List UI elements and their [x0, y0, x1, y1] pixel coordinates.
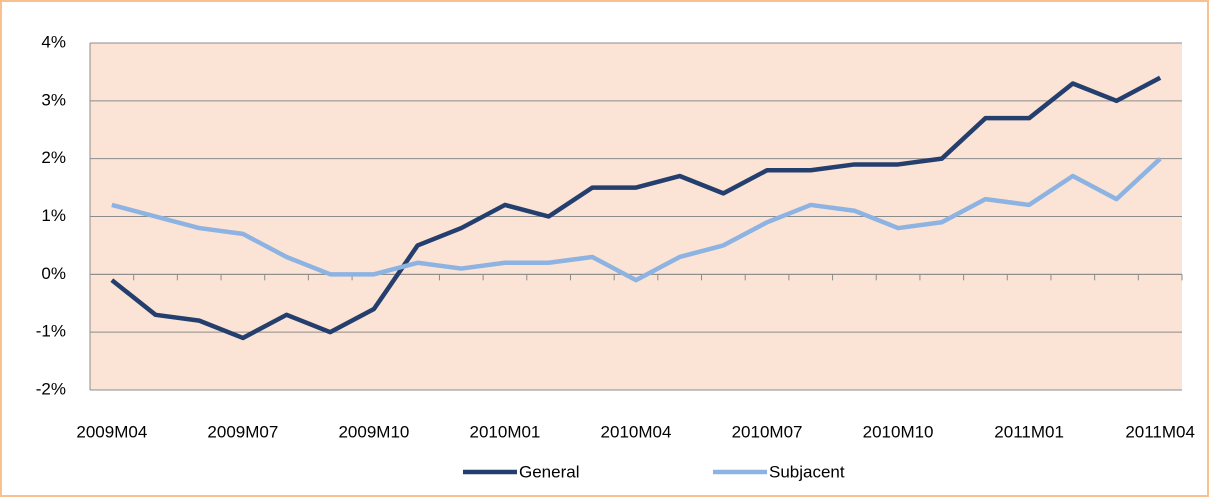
- x-tick-label: 2009M04: [76, 422, 147, 441]
- x-tick-label: 2009M07: [207, 422, 278, 441]
- x-tick-label: 2010M01: [470, 422, 541, 441]
- x-tick-label: 2009M10: [338, 422, 409, 441]
- y-tick-label: 0%: [41, 264, 66, 283]
- y-tick-label: -2%: [36, 379, 66, 398]
- y-tick-label: 3%: [41, 90, 66, 109]
- y-tick-label: -1%: [36, 322, 66, 341]
- x-tick-label: 2011M01: [994, 422, 1064, 441]
- x-tick-label: 2010M04: [601, 422, 672, 441]
- data-line: [111, 157, 1162, 283]
- legend-label: General: [519, 462, 579, 481]
- x-tick-label: 2011M04: [1125, 422, 1195, 441]
- y-tick-label: 1%: [41, 206, 66, 225]
- x-tick-label: 2010M10: [863, 422, 934, 441]
- y-tick-label: 4%: [41, 32, 66, 51]
- legend-label: Subjacent: [769, 462, 845, 481]
- data-line: [110, 75, 1162, 341]
- y-tick-label: 2%: [41, 148, 66, 167]
- x-tick-label: 2010M07: [732, 422, 803, 441]
